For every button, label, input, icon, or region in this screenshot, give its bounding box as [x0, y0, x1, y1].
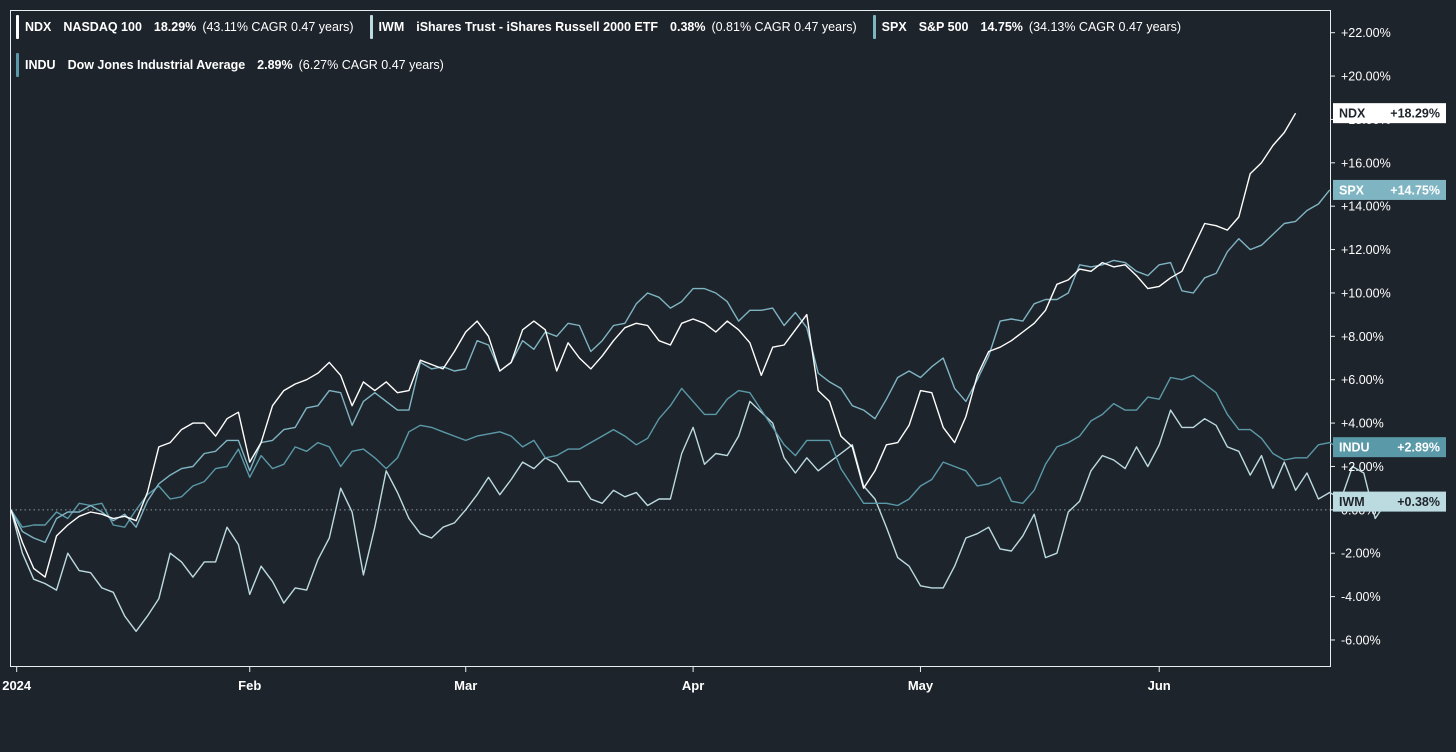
- end-tag-symbol: NDX: [1339, 107, 1366, 121]
- legend-percent: 2.89%: [257, 58, 293, 72]
- end-tag-box: [1333, 103, 1446, 124]
- end-tag-value: +0.38%: [1397, 495, 1440, 509]
- y-tick-label: +4.00%: [1341, 417, 1384, 431]
- series-line-spx: [10, 189, 1331, 544]
- y-tick-label: +14.00%: [1341, 200, 1391, 214]
- legend-swatch-ndx: [16, 15, 19, 39]
- legend-percent: 18.29%: [153, 20, 197, 34]
- legend-name: S&P 500: [918, 20, 969, 34]
- end-tag-value: +2.89%: [1397, 441, 1440, 455]
- legend-swatch-indu: [16, 53, 19, 77]
- legend-swatch-iwm: [369, 15, 373, 39]
- x-tick-label: Jun: [1148, 678, 1171, 693]
- legend-item-iwm[interactable]: IWM iShares Trust - iShares Russell 2000…: [369, 15, 857, 39]
- end-tag-indu: INDU +2.89%: [1333, 437, 1446, 458]
- legend-cagr: (43.11% CAGR 0.47 years): [202, 20, 354, 34]
- y-tick-label: -2.00%: [1341, 547, 1381, 561]
- x-tick-label: May: [908, 678, 934, 693]
- series-layer: [10, 112, 1399, 632]
- legend-percent: 0.38%: [670, 20, 706, 34]
- series-line-iwm: [10, 400, 1388, 632]
- legend-symbol: NDX: [25, 20, 52, 34]
- y-tick-label: +22.00%: [1341, 26, 1391, 40]
- chart-legend: NDX NASDAQ 100 18.29% (43.11% CAGR 0.47 …: [16, 14, 1316, 90]
- legend-cagr: (0.81% CAGR 0.47 years): [711, 20, 857, 34]
- legend-name: Dow Jones Industrial Average: [67, 58, 246, 72]
- end-tag-symbol: SPX: [1339, 183, 1365, 197]
- end-tag-spx: SPX +14.75%: [1333, 179, 1446, 200]
- legend-symbol: SPX: [881, 20, 907, 34]
- x-tick-label: Feb: [238, 678, 261, 693]
- end-tag-symbol: IWM: [1339, 495, 1365, 509]
- end-tag-value: +14.75%: [1390, 183, 1440, 197]
- end-tag-box: [1333, 491, 1446, 512]
- legend-cagr: (6.27% CAGR 0.47 years): [298, 58, 444, 72]
- plot-frame: [10, 10, 1331, 667]
- end-tag-value: +18.29%: [1390, 107, 1440, 121]
- y-tick-label: +10.00%: [1341, 286, 1391, 300]
- y-tick-label: +8.00%: [1341, 330, 1384, 344]
- legend-symbol: INDU: [25, 58, 56, 72]
- legend-percent: 14.75%: [980, 20, 1023, 34]
- x-tick-label: 2024: [2, 678, 32, 693]
- end-tag-box: [1333, 179, 1446, 200]
- legend-item-indu[interactable]: INDU Dow Jones Industrial Average 2.89% …: [16, 53, 444, 77]
- y-tick-label: +20.00%: [1341, 70, 1391, 84]
- legend-name: iShares Trust - iShares Russell 2000 ETF: [416, 20, 659, 34]
- end-tag-ndx: NDX +18.29%: [1333, 103, 1446, 124]
- end-value-tags: IWM +0.38% INDU +2.89% SPX +14.75% NDX +18.29%: [1333, 103, 1446, 512]
- x-tick-label: Mar: [454, 678, 477, 693]
- legend-item-spx[interactable]: SPX S&P 500 14.75% (34.13% CAGR 0.47 yea…: [872, 15, 1182, 39]
- legend-item-ndx[interactable]: NDX NASDAQ 100 18.29% (43.11% CAGR 0.47 …: [16, 15, 354, 39]
- y-tick-label: -4.00%: [1341, 590, 1381, 604]
- legend-swatch-spx: [872, 15, 876, 39]
- legend-symbol: IWM: [378, 20, 405, 34]
- series-line-ndx: [10, 112, 1297, 578]
- legend-row-1: NDX NASDAQ 100 18.29% (43.11% CAGR 0.47 …: [16, 14, 1316, 40]
- y-tick-label: +2.00%: [1341, 460, 1384, 474]
- legend-name: NASDAQ 100: [63, 20, 142, 34]
- end-tag-iwm: IWM +0.38%: [1333, 491, 1446, 512]
- end-tag-box: [1333, 437, 1446, 458]
- legend-row-2: INDU Dow Jones Industrial Average 2.89% …: [16, 52, 1316, 78]
- end-tag-symbol: INDU: [1339, 441, 1370, 455]
- x-axis: 2024 Feb Mar Apr May Jun: [2, 666, 1171, 693]
- x-tick-label: Apr: [682, 678, 704, 693]
- y-tick-label: -6.00%: [1341, 633, 1381, 647]
- y-tick-label: +6.00%: [1341, 373, 1384, 387]
- y-tick-label: +16.00%: [1341, 156, 1391, 170]
- y-tick-label: +12.00%: [1341, 243, 1391, 257]
- legend-cagr: (34.13% CAGR 0.47 years): [1028, 20, 1182, 34]
- series-line-indu: [10, 374, 1399, 528]
